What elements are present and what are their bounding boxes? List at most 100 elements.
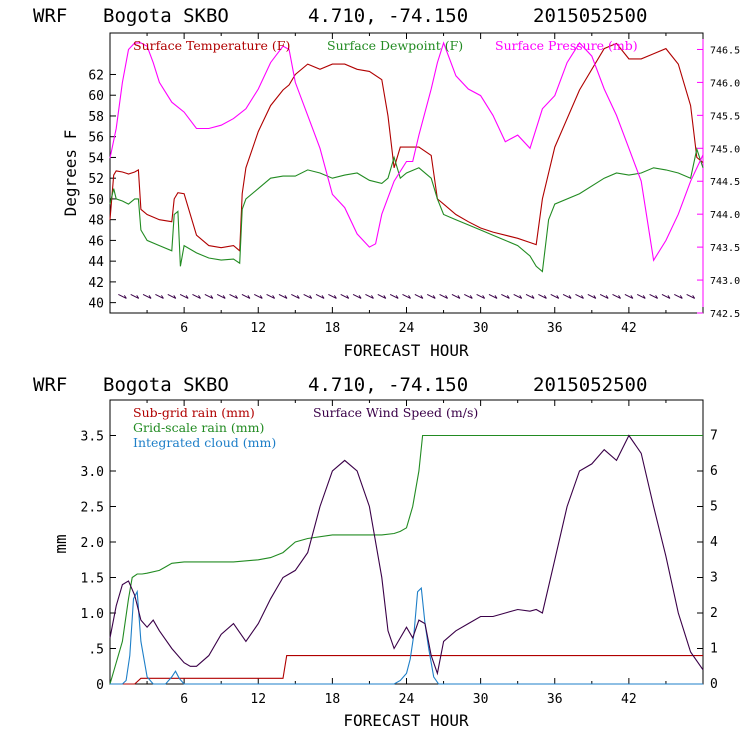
wind-barb bbox=[118, 293, 127, 299]
wind-barb bbox=[587, 293, 597, 299]
wind-barb bbox=[130, 293, 139, 299]
top-x-tick-label: 36 bbox=[547, 321, 563, 336]
wind-barb-flag bbox=[655, 295, 658, 299]
wind-barb-flag bbox=[408, 295, 411, 299]
bottom-header-model: WRF bbox=[33, 374, 67, 396]
wind-barb bbox=[488, 293, 498, 299]
legend-grid-scale-rain: Grid-scale rain (mm) bbox=[133, 420, 264, 435]
wind-barb-flag bbox=[568, 295, 572, 299]
top-y-tick-label: 54 bbox=[88, 151, 104, 166]
top-header-coords: 4.710, -74.150 bbox=[308, 5, 468, 27]
bottom-y2-tick-label: 0 bbox=[710, 677, 718, 692]
bottom-y-tick-label: 2.0 bbox=[81, 536, 104, 551]
wind-barb-flag bbox=[630, 295, 634, 299]
bottom-y-tick-label: 3.0 bbox=[81, 465, 104, 480]
wind-barb-flag bbox=[272, 295, 276, 299]
wind-barb bbox=[525, 293, 535, 299]
wind-barb bbox=[303, 293, 312, 299]
wind-barb bbox=[402, 293, 411, 299]
legend-sub-grid-rain: Sub-grid rain (mm) bbox=[133, 405, 255, 420]
bottom-y-tick-label: 0 bbox=[96, 678, 104, 693]
wind-barb-flag bbox=[185, 295, 189, 299]
wind-barb-flag bbox=[346, 295, 350, 299]
sub-grid-rain-line bbox=[110, 655, 703, 685]
wind-barb-flag bbox=[321, 295, 325, 299]
wind-barb-flag bbox=[581, 295, 584, 299]
wind-barb bbox=[451, 293, 461, 299]
surface-temperature-line bbox=[109, 42, 704, 252]
wind-barb bbox=[538, 293, 547, 299]
wind-barb-flag bbox=[210, 295, 214, 299]
wind-barbs-row bbox=[118, 293, 696, 299]
top-y-tick-label: 50 bbox=[88, 193, 104, 208]
wind-barb bbox=[513, 293, 522, 299]
surface-pressure-line bbox=[109, 41, 704, 262]
bottom-x-tick-label: 42 bbox=[621, 692, 637, 707]
top-x-tick-label: 30 bbox=[473, 321, 489, 336]
wind-barb bbox=[315, 293, 325, 299]
wind-barb-flag bbox=[222, 295, 226, 299]
bottom-y2-ticks: 0 1 2 3 4 5 6 7 bbox=[697, 429, 718, 692]
wind-barb bbox=[439, 293, 448, 299]
wind-barb bbox=[377, 293, 387, 299]
top-y2-tick-label: 744.5 bbox=[710, 177, 740, 188]
wind-barb-flag bbox=[358, 295, 362, 299]
wind-barb bbox=[167, 293, 176, 299]
bottom-x-axis-label: FORECAST HOUR bbox=[343, 711, 469, 730]
bottom-y2-tick-label: 3 bbox=[710, 571, 718, 586]
wind-barb-flag bbox=[284, 295, 288, 299]
bottom-y-tick-label: 3.5 bbox=[81, 430, 104, 445]
wind-barb bbox=[637, 293, 646, 299]
top-x-tick-label: 18 bbox=[325, 321, 341, 336]
wind-barb bbox=[216, 293, 226, 299]
bottom-y-tick-label: .5 bbox=[88, 643, 104, 658]
wind-barb-flag bbox=[259, 295, 263, 299]
bottom-y2-tick-label: 1 bbox=[710, 642, 718, 657]
top-header-model: WRF bbox=[33, 5, 67, 27]
bottom-y2-tick-label: 7 bbox=[710, 429, 718, 444]
wind-barb bbox=[328, 293, 337, 299]
bottom-y-tick-label: 1.0 bbox=[81, 607, 104, 622]
bottom-x-tick-label: 12 bbox=[250, 692, 266, 707]
wind-barb-flag bbox=[482, 295, 486, 299]
wind-barb bbox=[501, 293, 510, 299]
top-x-ticks: 6 12 18 24 30 36 42 bbox=[109, 33, 704, 336]
wind-barb-flag bbox=[420, 295, 424, 299]
top-y-tick-label: 46 bbox=[88, 234, 104, 249]
legend-surface-pressure: Surface Pressure (mb) bbox=[495, 38, 638, 53]
wind-barb-flag bbox=[296, 295, 300, 299]
wind-barb-flag bbox=[161, 295, 164, 299]
wind-barb bbox=[414, 293, 424, 299]
wind-barb-flag bbox=[173, 295, 177, 299]
legend-integrated-cloud: Integrated cloud (mm) bbox=[133, 435, 276, 450]
wind-barb-flag bbox=[309, 295, 313, 299]
top-y-axis-label: Degrees F bbox=[61, 130, 80, 217]
wind-barb-flag bbox=[642, 295, 646, 299]
wind-barb bbox=[575, 293, 584, 299]
integrated-cloud-line bbox=[110, 586, 703, 685]
bottom-y-ticks: 0 .5 1.0 1.5 2.0 2.5 3.0 3.5 bbox=[81, 430, 116, 693]
top-y-tick-label: 56 bbox=[88, 131, 104, 146]
wind-barb-flag bbox=[247, 295, 251, 299]
top-y2-tick-label: 743.5 bbox=[710, 243, 740, 254]
wind-barb bbox=[550, 293, 559, 299]
wind-barb-flag bbox=[333, 295, 337, 299]
wind-barb bbox=[278, 293, 288, 299]
wind-barb-flag bbox=[605, 295, 609, 299]
wind-barb bbox=[624, 293, 634, 299]
wind-barb-flag bbox=[519, 295, 523, 299]
wind-barb bbox=[192, 293, 201, 299]
wind-barb-flag bbox=[123, 295, 127, 299]
top-y2-tick-label: 744.0 bbox=[710, 210, 740, 221]
wind-barb-flag bbox=[618, 295, 621, 299]
wind-barb-flag bbox=[445, 295, 448, 299]
top-y-tick-label: 58 bbox=[88, 110, 104, 125]
wind-barb bbox=[340, 293, 349, 299]
wind-barb-flag bbox=[593, 295, 597, 299]
top-y2-ticks: 742.5 743.0 743.5 744.0 744.5 745.0 745.5 746.0… bbox=[697, 45, 740, 320]
wind-barb bbox=[389, 293, 399, 299]
bottom-y-tick-label: 2.5 bbox=[81, 501, 104, 516]
bottom-y2-tick-label: 6 bbox=[710, 464, 718, 479]
wind-barb bbox=[686, 293, 695, 299]
